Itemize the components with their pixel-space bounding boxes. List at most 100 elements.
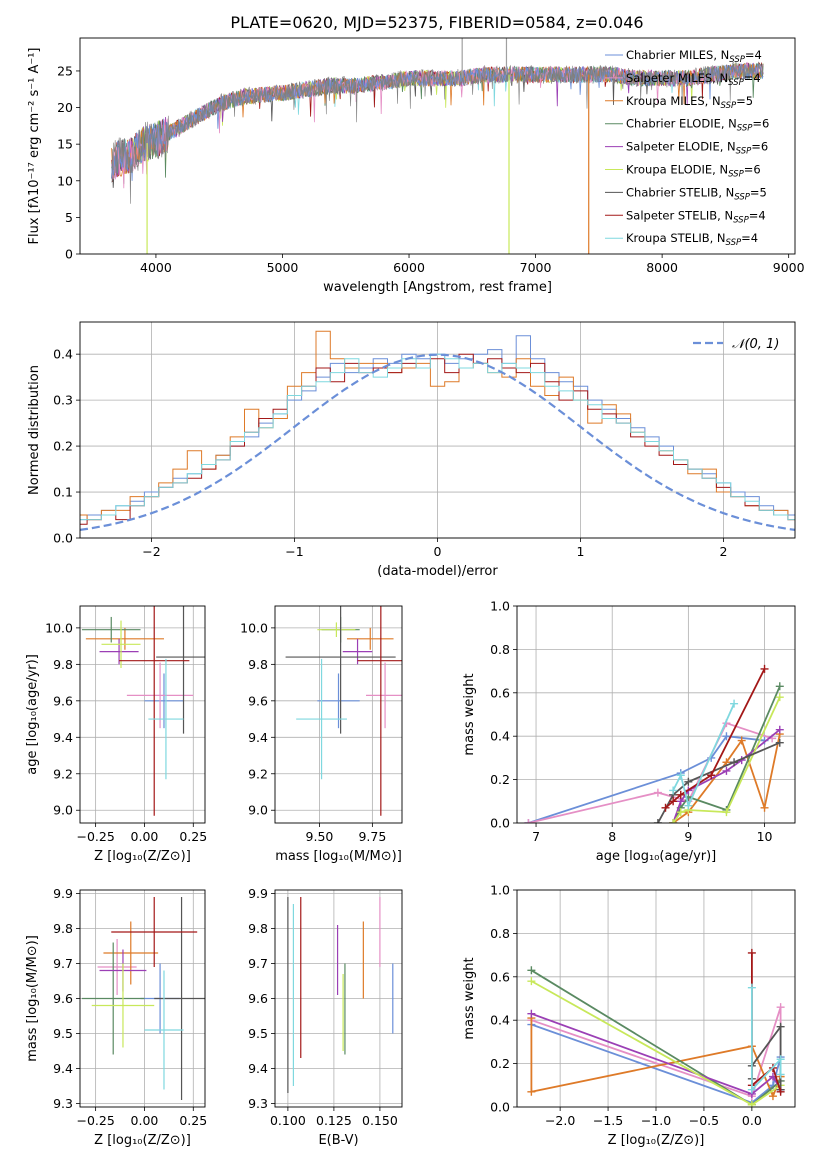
tick-label-y: 5: [65, 210, 73, 225]
normal-curve: [80, 353, 795, 531]
tick-label-x: 0.00: [131, 1113, 159, 1128]
x-axis-label: Z [log₁₀(Z/Z⊙)]: [94, 1133, 191, 1148]
tick-label-y: 10.0: [240, 620, 268, 635]
tick-label-x: −1: [285, 544, 303, 559]
marker-plus: [722, 808, 731, 817]
marker-plus: [676, 771, 685, 780]
legend-label: Chabrier MILES, NSSP=4: [626, 48, 762, 65]
weight-line: [751, 987, 782, 1092]
tick-label-x: 8: [608, 829, 616, 844]
marker-plus: [527, 1087, 536, 1096]
legend-label: Chabrier STELIB, NSSP=5: [626, 185, 767, 202]
tick-label-y: 0.6: [490, 685, 510, 700]
tick-label-y: 0.0: [490, 1100, 510, 1115]
tick-label-x: 8000: [646, 260, 678, 275]
x-axis-label: Z [log₁₀(Z/Z⊙)]: [94, 849, 191, 864]
plot-area: [111, 38, 764, 254]
marker-plus: [527, 977, 536, 986]
plot-area: [287, 897, 394, 1093]
weight-line: [672, 703, 735, 809]
histogram-step: [80, 330, 795, 521]
tick-label-y: 9.8: [53, 657, 73, 672]
tick-label-x: 6000: [393, 260, 425, 275]
tick-label-x: 5000: [267, 260, 299, 275]
plot-area: [524, 664, 784, 823]
legend-label: Kroupa MILES, NSSP=5: [626, 94, 753, 111]
marker-plus: [760, 664, 769, 673]
tick-label-y: 9.0: [248, 803, 268, 818]
plot-area: [81, 606, 205, 816]
plot-area: [285, 606, 402, 816]
tick-label-y: 9.8: [248, 657, 268, 672]
tick-label-y: 0: [65, 247, 73, 262]
tick-label-y: 9.6: [53, 693, 73, 708]
marker-plus: [707, 771, 716, 780]
marker-plus: [653, 788, 662, 797]
tick-label-y: 9.4: [53, 730, 73, 745]
tick-label-y: 0.8: [490, 642, 510, 657]
data-line: [111, 61, 764, 204]
marker-plus: [747, 948, 756, 957]
marker-plus: [737, 736, 746, 745]
figure-title: PLATE=0620, MJD=52375, FIBERID=0584, z=0…: [230, 13, 643, 32]
marker-plus: [722, 766, 731, 775]
panel-mass_vs_ebv: 0.100 0.125 0.150 9.3 9.4 9.5 9.6 9.7 9.8 9.9 E(B-…: [248, 886, 403, 1148]
marker-plus: [527, 966, 536, 975]
tick-label-y: 9.2: [248, 766, 268, 781]
tick-label-y: 9.5: [248, 1026, 268, 1041]
weight-line: [531, 1012, 782, 1096]
tick-label-x: 10: [757, 829, 773, 844]
tick-label-x: −1.0: [641, 1113, 671, 1128]
marker-plus: [722, 732, 731, 741]
marker-plus: [527, 1009, 536, 1018]
panel-mass_vs_z: −0.25 0.00 0.25 9.3 9.4 9.5 9.6 9.7 9.8 9.9 Z [log…: [25, 886, 207, 1148]
tick-label-x: 7000: [520, 260, 552, 275]
tick-label-y: 25: [57, 63, 73, 78]
histogram-step: [80, 353, 795, 521]
marker-plus: [776, 1070, 785, 1079]
weight-line: [528, 722, 773, 823]
y-axis-label: mass [log₁₀(M/M⊙)]: [25, 935, 40, 1062]
tick-label-x: 0.25: [179, 829, 207, 844]
legend-label: Kroupa ELODIE, NSSP=6: [626, 163, 761, 180]
tick-label-x: 0.25: [179, 1113, 207, 1128]
tick-label-y: 1.0: [490, 883, 510, 898]
tick-label-y: 0.6: [490, 969, 510, 984]
tick-label-y: 0.2: [490, 772, 510, 787]
y-axis-label: mass weight: [462, 957, 477, 1039]
tick-label-y: 9.6: [248, 991, 268, 1006]
tick-label-x: 0.150: [362, 1113, 398, 1128]
plot-area: [80, 330, 795, 531]
tick-label-x: 9.75: [358, 829, 386, 844]
tick-label-x: 2: [720, 544, 728, 559]
x-axis-label: mass [log₁₀(M/M⊙)]: [275, 849, 402, 864]
marker-plus: [747, 983, 756, 992]
tick-label-x: −0.25: [76, 1113, 114, 1128]
marker-plus: [776, 1022, 785, 1031]
tick-label-y: 9.3: [53, 1096, 73, 1111]
panel-age_vs_mass: 9.50 9.75 9.0 9.2 9.4 9.6 9.8 10.0 mass [log₁₀(M…: [240, 605, 403, 864]
x-axis-label: wavelength [Angstrom, rest frame]: [323, 280, 552, 295]
x-axis-label: E(B-V): [318, 1133, 358, 1148]
tick-label-x: 0.00: [131, 829, 159, 844]
tick-label-x: 0: [434, 544, 442, 559]
panel-weight_vs_z: −2.0 −1.5 −1.0 −0.5 0.0 0.0 0.2 0.4 0.6 0.8 1.0 Z […: [462, 883, 796, 1148]
tick-label-x: −0.25: [76, 829, 114, 844]
tick-label-y: 15: [57, 137, 73, 152]
marker-plus: [775, 693, 784, 702]
marker-plus: [669, 819, 678, 823]
marker-plus: [676, 790, 685, 799]
marker-plus: [775, 738, 784, 747]
x-axis-label: Z [log₁₀(Z/Z⊙)]: [608, 1133, 705, 1148]
marker-plus: [768, 1092, 777, 1101]
axes-frame: [516, 889, 796, 1108]
tick-label-y: 0.4: [490, 1013, 510, 1028]
tick-label-x: 9.50: [306, 829, 334, 844]
marker-plus: [524, 819, 533, 823]
tick-label-y: 0.3: [53, 393, 73, 408]
tick-label-y: 9.9: [53, 886, 73, 901]
tick-label-y: 9.5: [53, 1026, 73, 1041]
tick-label-y: 9.0: [53, 803, 73, 818]
histogram-step: [80, 353, 795, 525]
